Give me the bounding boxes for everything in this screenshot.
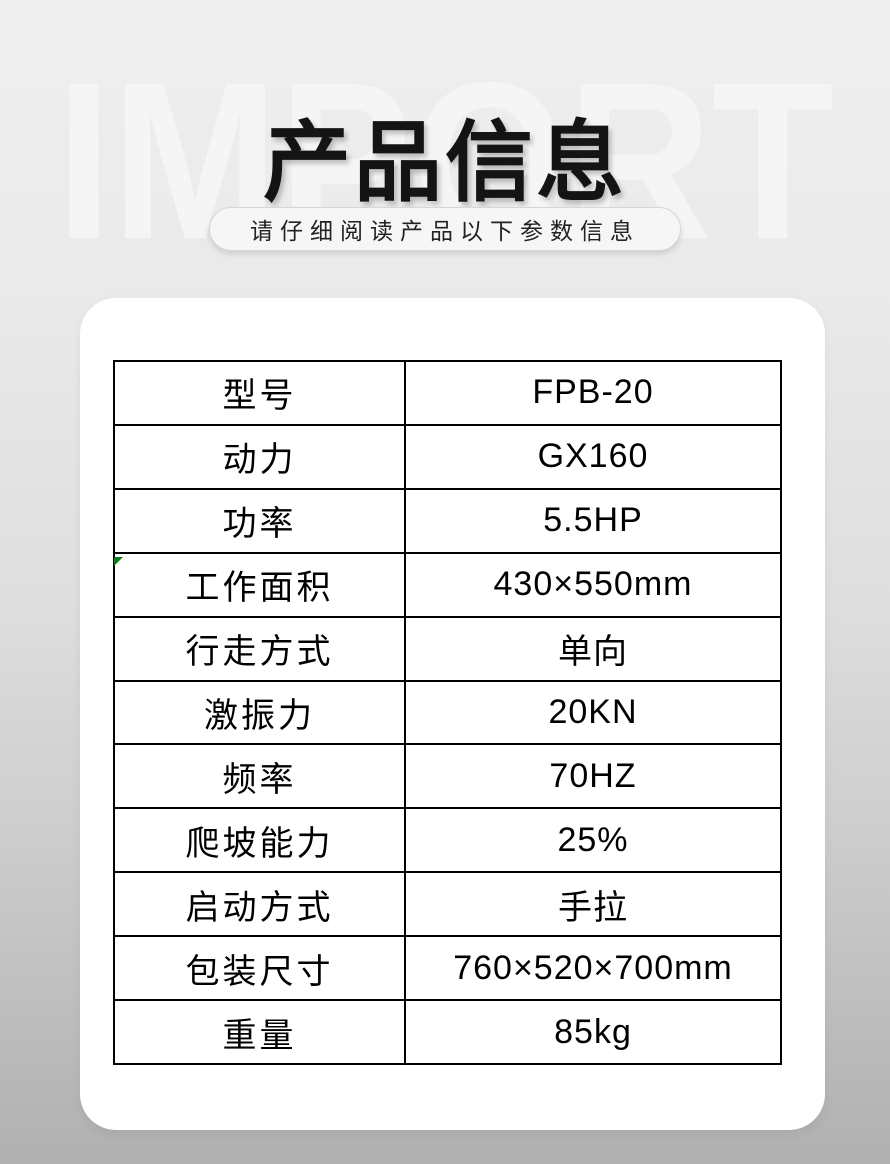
table-row: 启动方式 手拉 <box>113 871 782 938</box>
spec-label: 重量 <box>113 999 406 1065</box>
spec-value: 单向 <box>404 615 782 682</box>
spec-label: 爬坡能力 <box>113 807 406 874</box>
spec-table: 型号 FPB-20 动力 GX160 功率 5.5HP 工作面积 430×550mm 行走方式单… <box>113 360 782 1065</box>
spec-label: 功率 <box>113 487 406 554</box>
spec-label: 行走方式 <box>113 615 406 682</box>
spec-value: 25% <box>404 807 782 874</box>
spec-value: 20KN <box>404 679 782 746</box>
spec-label: 启动方式 <box>113 871 406 938</box>
table-row: 激振力 20KN <box>113 679 782 746</box>
subtitle-text: 请仔细阅读产品以下参数信息 <box>250 218 640 244</box>
subtitle-pill: 请仔细阅读产品以下参数信息 <box>209 207 681 251</box>
table-row: 工作面积 430×550mm <box>113 551 782 618</box>
spec-value: 5.5HP <box>404 487 782 554</box>
table-row: 动力 GX160 <box>113 423 782 490</box>
spec-label: 动力 <box>113 423 406 490</box>
spec-card: 型号 FPB-20 动力 GX160 功率 5.5HP 工作面积 430×550mm 行走方式单… <box>80 298 825 1130</box>
table-row: 型号 FPB-20 <box>113 360 782 426</box>
spec-value: 85kg <box>404 999 782 1065</box>
spec-label: 激振力 <box>113 679 406 746</box>
spec-label: 包装尺寸 <box>113 935 406 1002</box>
spec-label: 工作面积 <box>113 551 406 618</box>
table-row: 包装尺寸 760×520×700mm <box>113 935 782 1002</box>
cell-corner-marker <box>114 557 123 566</box>
spec-value: FPB-20 <box>404 360 782 426</box>
spec-value: 760×520×700mm <box>404 935 782 1002</box>
table-row: 爬坡能力 25% <box>113 807 782 874</box>
spec-value: GX160 <box>404 423 782 490</box>
spec-value: 70HZ <box>404 743 782 810</box>
table-row: 行走方式 单向 <box>113 615 782 682</box>
table-row: 频率 70HZ <box>113 743 782 810</box>
spec-value: 手拉 <box>404 871 782 938</box>
page-title: 产品信息 <box>262 113 627 212</box>
spec-table-body: 型号 FPB-20 动力 GX160 功率 5.5HP 工作面积 430×550mm 行走方式单… <box>113 360 782 1065</box>
spec-value: 430×550mm <box>404 551 782 618</box>
table-row: 功率 5.5HP <box>113 487 782 554</box>
spec-label: 频率 <box>113 743 406 810</box>
table-row: 重量 85kg <box>113 999 782 1065</box>
spec-label: 型号 <box>113 360 406 426</box>
